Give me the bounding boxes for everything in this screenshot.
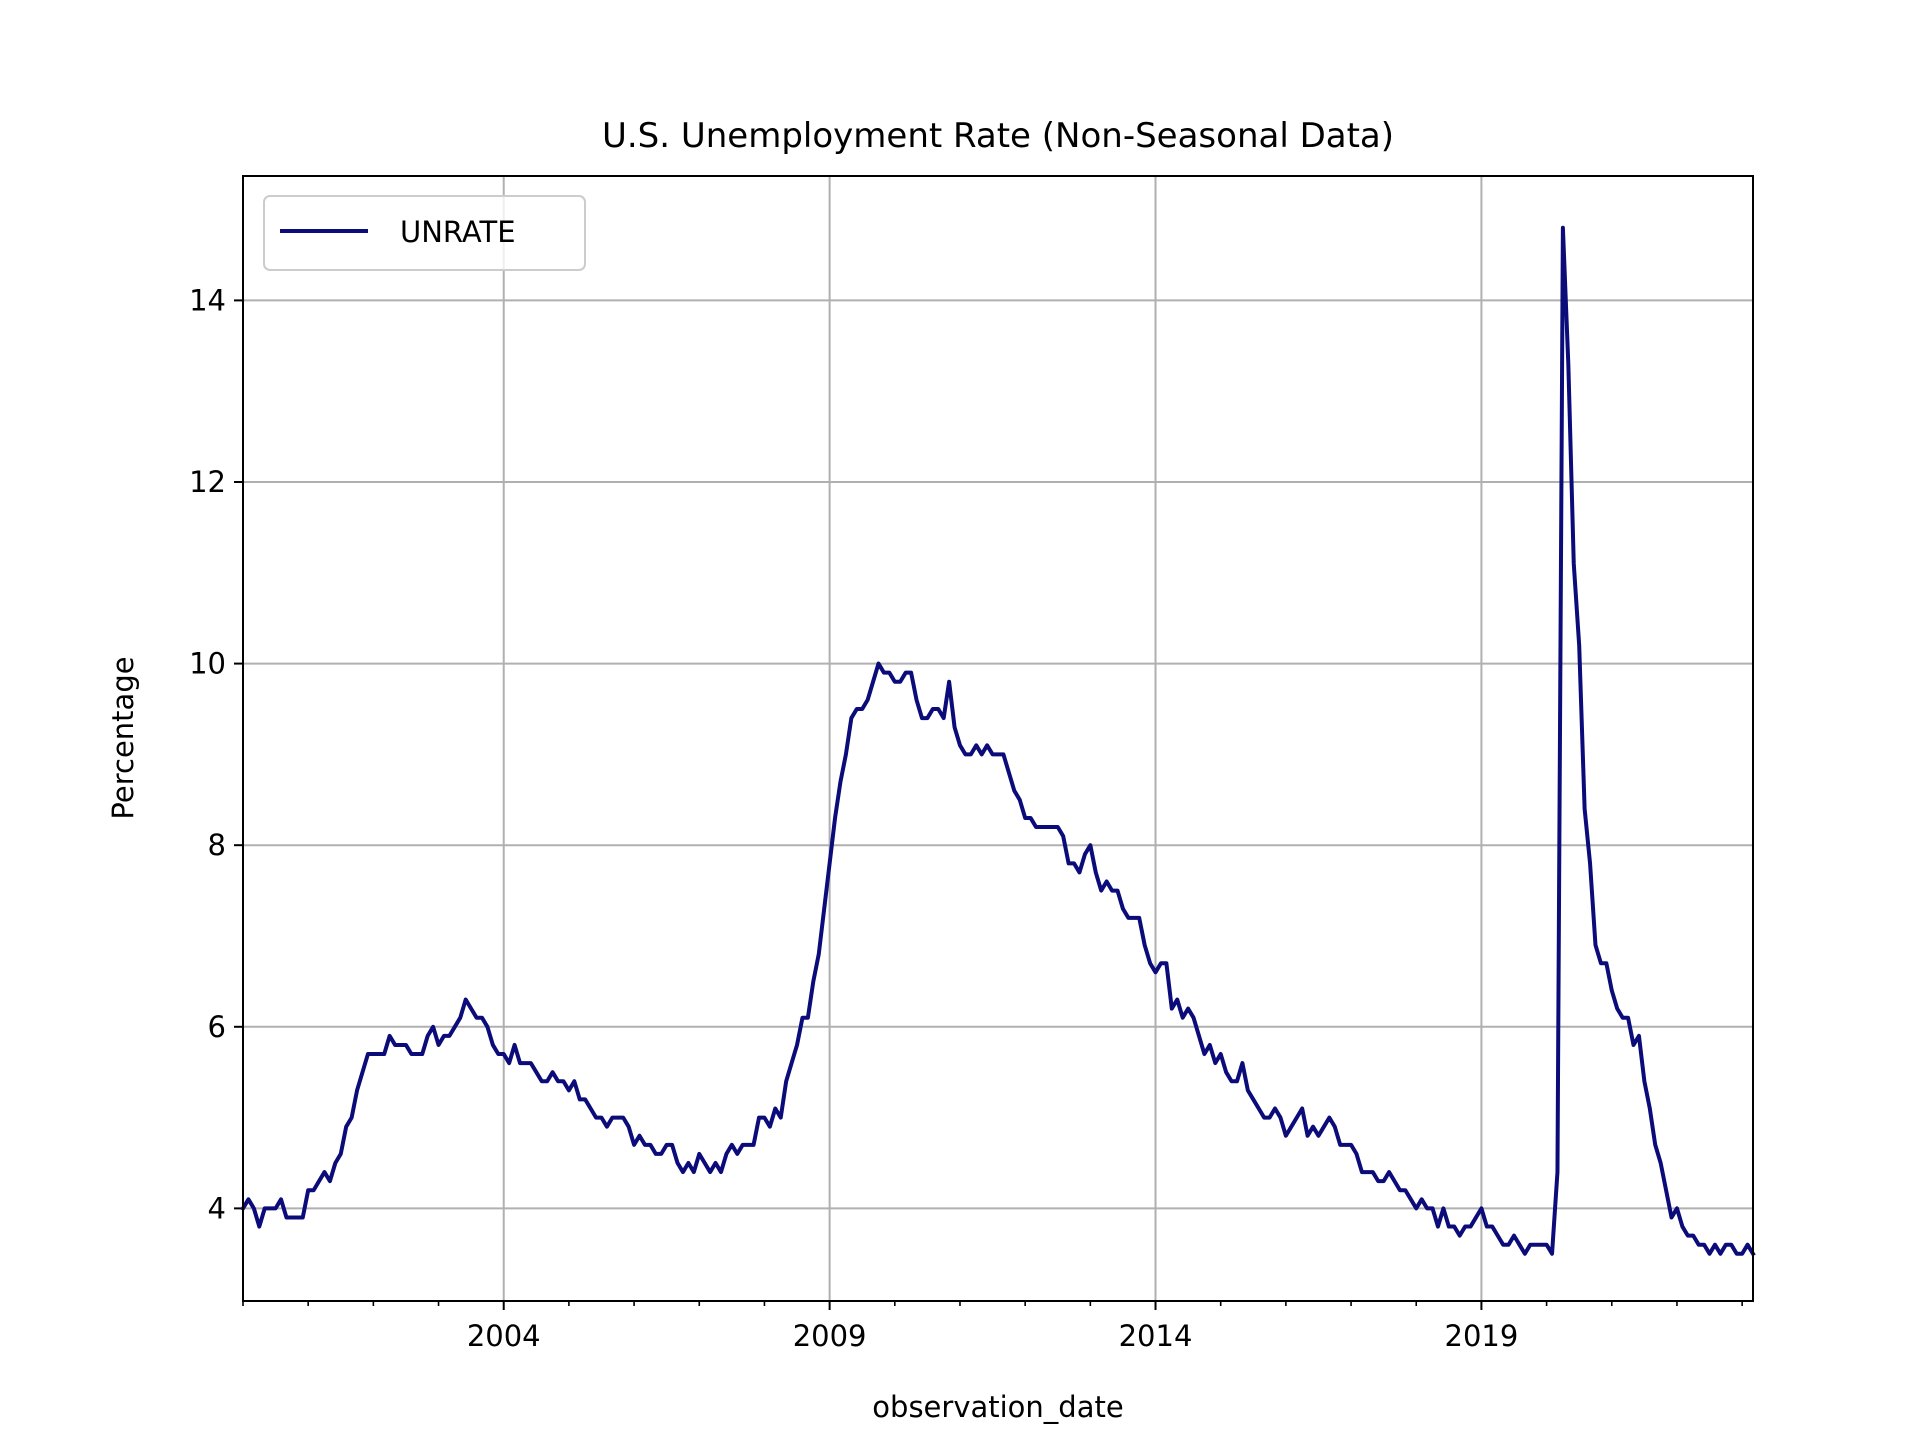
plot-area-background: [243, 176, 1753, 1301]
y-tick-label: 4: [208, 1191, 226, 1225]
x-tick-label: 2004: [467, 1319, 541, 1353]
grid-lines: [243, 176, 1753, 1301]
legend-box: [263, 195, 586, 271]
x-tick-label: 2014: [1119, 1319, 1193, 1353]
legend-label-unrate: UNRATE: [400, 215, 516, 249]
x-tick-label: 2019: [1445, 1319, 1519, 1353]
axis-ticks: 4 6 8 10 12 14 2004 2009 2014 2019: [189, 283, 1743, 1353]
series-line-unrate: [240, 225, 1756, 1257]
y-tick-label: 12: [189, 465, 226, 499]
x-tick-label: 2009: [793, 1319, 867, 1353]
y-axis-label: Percentage: [106, 656, 140, 819]
y-tick-label: 10: [189, 647, 226, 681]
y-tick-label: 6: [208, 1010, 226, 1044]
y-tick-label: 8: [208, 828, 226, 862]
series-lines: [240, 225, 1756, 1257]
plot-frame: [242, 175, 1754, 1302]
legend: UNRATE: [263, 195, 586, 271]
chart-title: U.S. Unemployment Rate (Non-Seasonal Dat…: [602, 116, 1394, 156]
x-axis-label: observation_date: [872, 1390, 1123, 1424]
y-tick-label: 14: [189, 283, 226, 317]
